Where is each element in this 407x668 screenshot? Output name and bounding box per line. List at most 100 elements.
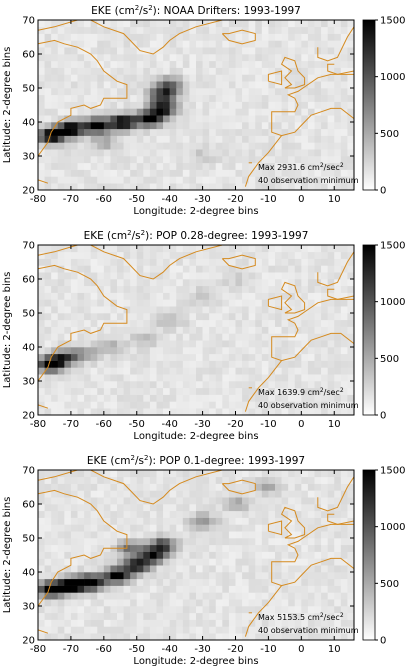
heatmap-cell — [209, 176, 217, 184]
heatmap-cell — [156, 149, 164, 157]
heatmap-cell — [261, 313, 269, 321]
heatmap-cell — [51, 538, 59, 546]
heatmap-cell — [97, 387, 105, 395]
heatmap-cell — [275, 633, 282, 641]
heatmap-cell — [44, 251, 52, 259]
heatmap-cell — [307, 135, 315, 143]
heatmap-cell — [44, 340, 52, 348]
heatmap-cell — [307, 374, 315, 382]
heatmap-cell — [117, 81, 124, 89]
heatmap-cell — [196, 470, 203, 478]
heatmap-cell — [321, 538, 328, 546]
heatmap-cell — [261, 394, 269, 402]
heatmap-cell — [156, 128, 164, 136]
heatmap-cell — [281, 128, 289, 136]
heatmap-cell — [123, 606, 131, 614]
heatmap-cell — [334, 265, 342, 273]
heatmap-cell — [44, 81, 52, 89]
x-tick-label: -60 — [96, 419, 112, 430]
heatmap-cell — [84, 128, 91, 136]
heatmap-cell — [228, 299, 236, 307]
heatmap-cell — [90, 169, 98, 177]
heatmap-cell — [314, 633, 322, 641]
heatmap-cell — [77, 306, 85, 314]
heatmap-cell — [163, 115, 170, 123]
heatmap-cell — [44, 510, 52, 518]
heatmap-cell — [169, 347, 177, 355]
heatmap-cell — [163, 142, 170, 150]
heatmap-cell — [294, 483, 302, 491]
heatmap-cell — [294, 565, 302, 573]
heatmap-cell — [261, 40, 269, 48]
heatmap-cell — [235, 606, 243, 614]
heatmap-cell — [123, 347, 131, 355]
heatmap-cell — [294, 54, 302, 62]
heatmap-cell — [163, 251, 170, 259]
heatmap-cell — [176, 619, 184, 627]
heatmap-cell — [321, 394, 328, 402]
heatmap-cell — [228, 531, 236, 539]
heatmap-cell — [44, 292, 52, 300]
heatmap-cell — [156, 292, 164, 300]
coastline — [317, 26, 354, 62]
heatmap-cell — [182, 176, 190, 184]
heatmap-cell — [268, 360, 276, 368]
heatmap-cell — [51, 128, 59, 136]
heatmap-cell — [103, 265, 111, 273]
heatmap-cell — [176, 510, 184, 518]
heatmap-cell — [248, 633, 256, 641]
heatmap-cell — [149, 592, 157, 600]
heatmap-cell — [281, 592, 289, 600]
heatmap-cell — [176, 633, 184, 641]
heatmap-cell — [136, 524, 144, 532]
heatmap-cell — [202, 333, 210, 341]
x-axis-label: Longitude: 2-degree bins — [133, 431, 258, 442]
heatmap-cell — [70, 108, 78, 116]
heatmap-cell — [334, 483, 342, 491]
heatmap-cell — [90, 524, 98, 532]
heatmap-cell — [347, 551, 355, 559]
heatmap-cell — [136, 531, 144, 539]
heatmap-cell — [202, 340, 210, 348]
heatmap-cell — [301, 265, 309, 273]
heatmap-cell — [103, 531, 111, 539]
heatmap-cell — [77, 299, 85, 307]
heatmap-cell — [97, 394, 105, 402]
heatmap-cell — [255, 162, 263, 170]
heatmap-cell — [242, 544, 249, 552]
coastline — [327, 513, 354, 525]
heatmap-cell — [117, 626, 124, 634]
heatmap-cell — [321, 88, 328, 96]
y-tick-label: 20 — [22, 186, 35, 197]
heatmap-cell — [97, 54, 105, 62]
heatmap-cell — [117, 517, 124, 525]
heatmap-cell — [275, 510, 282, 518]
heatmap-cell — [176, 578, 184, 586]
heatmap-cell — [321, 176, 328, 184]
heatmap-cell — [136, 353, 144, 361]
heatmap-cell — [176, 401, 184, 409]
heatmap-cell — [255, 156, 263, 164]
heatmap-cell — [294, 20, 302, 28]
heatmap-cell — [90, 633, 98, 641]
heatmap-cell — [242, 319, 249, 327]
heatmap-cell — [307, 313, 315, 321]
heatmap-cell — [136, 313, 144, 321]
heatmap-cell — [84, 340, 91, 348]
y-tick-label: 70 — [22, 466, 35, 477]
heatmap-cell — [288, 149, 296, 157]
heatmap-cell — [143, 401, 151, 409]
heatmap-cell — [235, 245, 243, 253]
heatmap-cell — [70, 299, 78, 307]
heatmap-cell — [163, 299, 170, 307]
heatmap-cell — [77, 292, 85, 300]
heatmap-cell — [51, 544, 59, 552]
heatmap-cell — [64, 54, 72, 62]
heatmap-cell — [248, 128, 256, 136]
heatmap-cell — [44, 353, 52, 361]
heatmap-cell — [248, 169, 256, 177]
heatmap-cell — [70, 353, 78, 361]
heatmap-cell — [268, 299, 276, 307]
heatmap-cell — [288, 401, 296, 409]
heatmap-cell — [307, 326, 315, 334]
